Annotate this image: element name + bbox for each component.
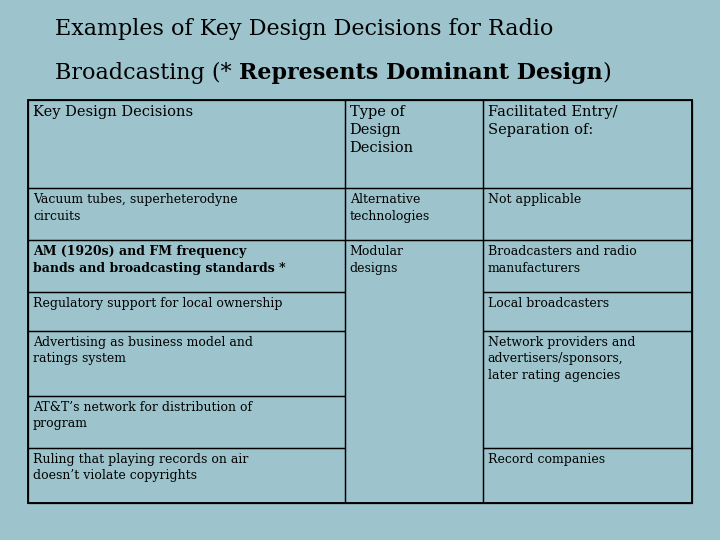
- Bar: [345, 100, 483, 188]
- Bar: [345, 240, 483, 503]
- Bar: [483, 240, 692, 293]
- Text: Vacuum tubes, superheterodyne
circuits: Vacuum tubes, superheterodyne circuits: [33, 193, 238, 222]
- Text: Type of
Design
Decision: Type of Design Decision: [350, 105, 414, 154]
- Bar: [28, 293, 345, 330]
- Text: Local broadcasters: Local broadcasters: [488, 298, 609, 310]
- Bar: [28, 330, 345, 396]
- Bar: [483, 293, 692, 330]
- Text: Key Design Decisions: Key Design Decisions: [33, 105, 193, 119]
- Text: Ruling that playing records on air
doesn’t violate copyrights: Ruling that playing records on air doesn…: [33, 453, 248, 482]
- Text: Facilitated Entry/
Separation of:: Facilitated Entry/ Separation of:: [488, 105, 617, 137]
- Text: ): ): [603, 62, 611, 84]
- Bar: [28, 100, 692, 503]
- Text: AM (1920s) and FM frequency
bands and broadcasting standards *: AM (1920s) and FM frequency bands and br…: [33, 245, 286, 275]
- Bar: [483, 330, 692, 448]
- Bar: [28, 448, 345, 503]
- Bar: [28, 100, 345, 188]
- Text: Broadcasting (*: Broadcasting (*: [55, 62, 239, 84]
- Bar: [345, 188, 483, 240]
- Text: Modular
designs: Modular designs: [350, 245, 404, 275]
- Text: Alternative
technologies: Alternative technologies: [350, 193, 430, 222]
- Text: Record companies: Record companies: [488, 453, 605, 466]
- Bar: [483, 188, 692, 240]
- Text: Regulatory support for local ownership: Regulatory support for local ownership: [33, 298, 282, 310]
- Text: Network providers and
advertisers/sponsors,
later rating agencies: Network providers and advertisers/sponso…: [488, 335, 635, 382]
- Bar: [483, 448, 692, 503]
- Bar: [28, 188, 345, 240]
- Text: Represents Dominant Design: Represents Dominant Design: [239, 62, 603, 84]
- Text: Not applicable: Not applicable: [488, 193, 581, 206]
- Text: Broadcasters and radio
manufacturers: Broadcasters and radio manufacturers: [488, 245, 636, 275]
- Text: AT&T’s network for distribution of
program: AT&T’s network for distribution of progr…: [33, 401, 252, 430]
- Text: Examples of Key Design Decisions for Radio: Examples of Key Design Decisions for Rad…: [55, 18, 554, 40]
- Text: Advertising as business model and
ratings system: Advertising as business model and rating…: [33, 335, 253, 365]
- Bar: [483, 100, 692, 188]
- Bar: [28, 396, 345, 448]
- Bar: [28, 240, 345, 293]
